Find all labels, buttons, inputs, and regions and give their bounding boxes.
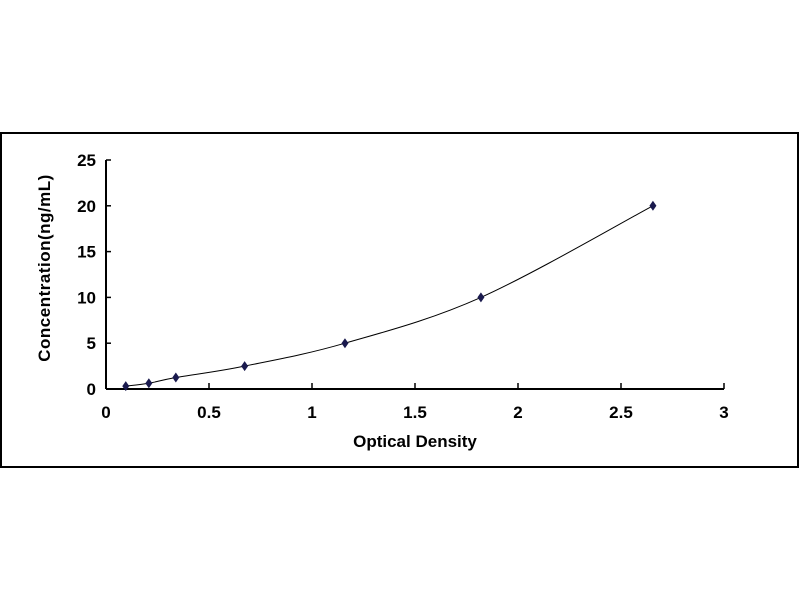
x-tick-label: 0.5 — [197, 403, 221, 422]
data-point — [172, 372, 180, 383]
fitted-curve — [125, 205, 654, 387]
chart-frame — [0, 132, 799, 468]
data-point — [145, 378, 153, 389]
y-tick-label: 25 — [77, 151, 96, 170]
y-tick-label: 5 — [87, 334, 96, 353]
y-tick-label: 10 — [77, 288, 96, 307]
x-tick-label: 3 — [719, 403, 728, 422]
data-point — [122, 381, 130, 392]
x-tick-label: 2 — [513, 403, 522, 422]
x-tick-label: 0 — [101, 403, 110, 422]
x-axis-label: Optical Density — [353, 432, 477, 451]
x-tick-label: 1.5 — [403, 403, 427, 422]
x-tick-label: 2.5 — [609, 403, 633, 422]
data-point — [341, 338, 349, 349]
data-point — [241, 361, 249, 372]
y-tick-label: 0 — [87, 380, 96, 399]
y-tick-label: 15 — [77, 243, 96, 262]
x-tick-label: 1 — [307, 403, 316, 422]
data-point — [477, 292, 485, 303]
y-tick-label: 20 — [77, 197, 96, 216]
y-axis-label: Concentration(ng/mL) — [35, 174, 54, 362]
data-point — [649, 200, 657, 211]
